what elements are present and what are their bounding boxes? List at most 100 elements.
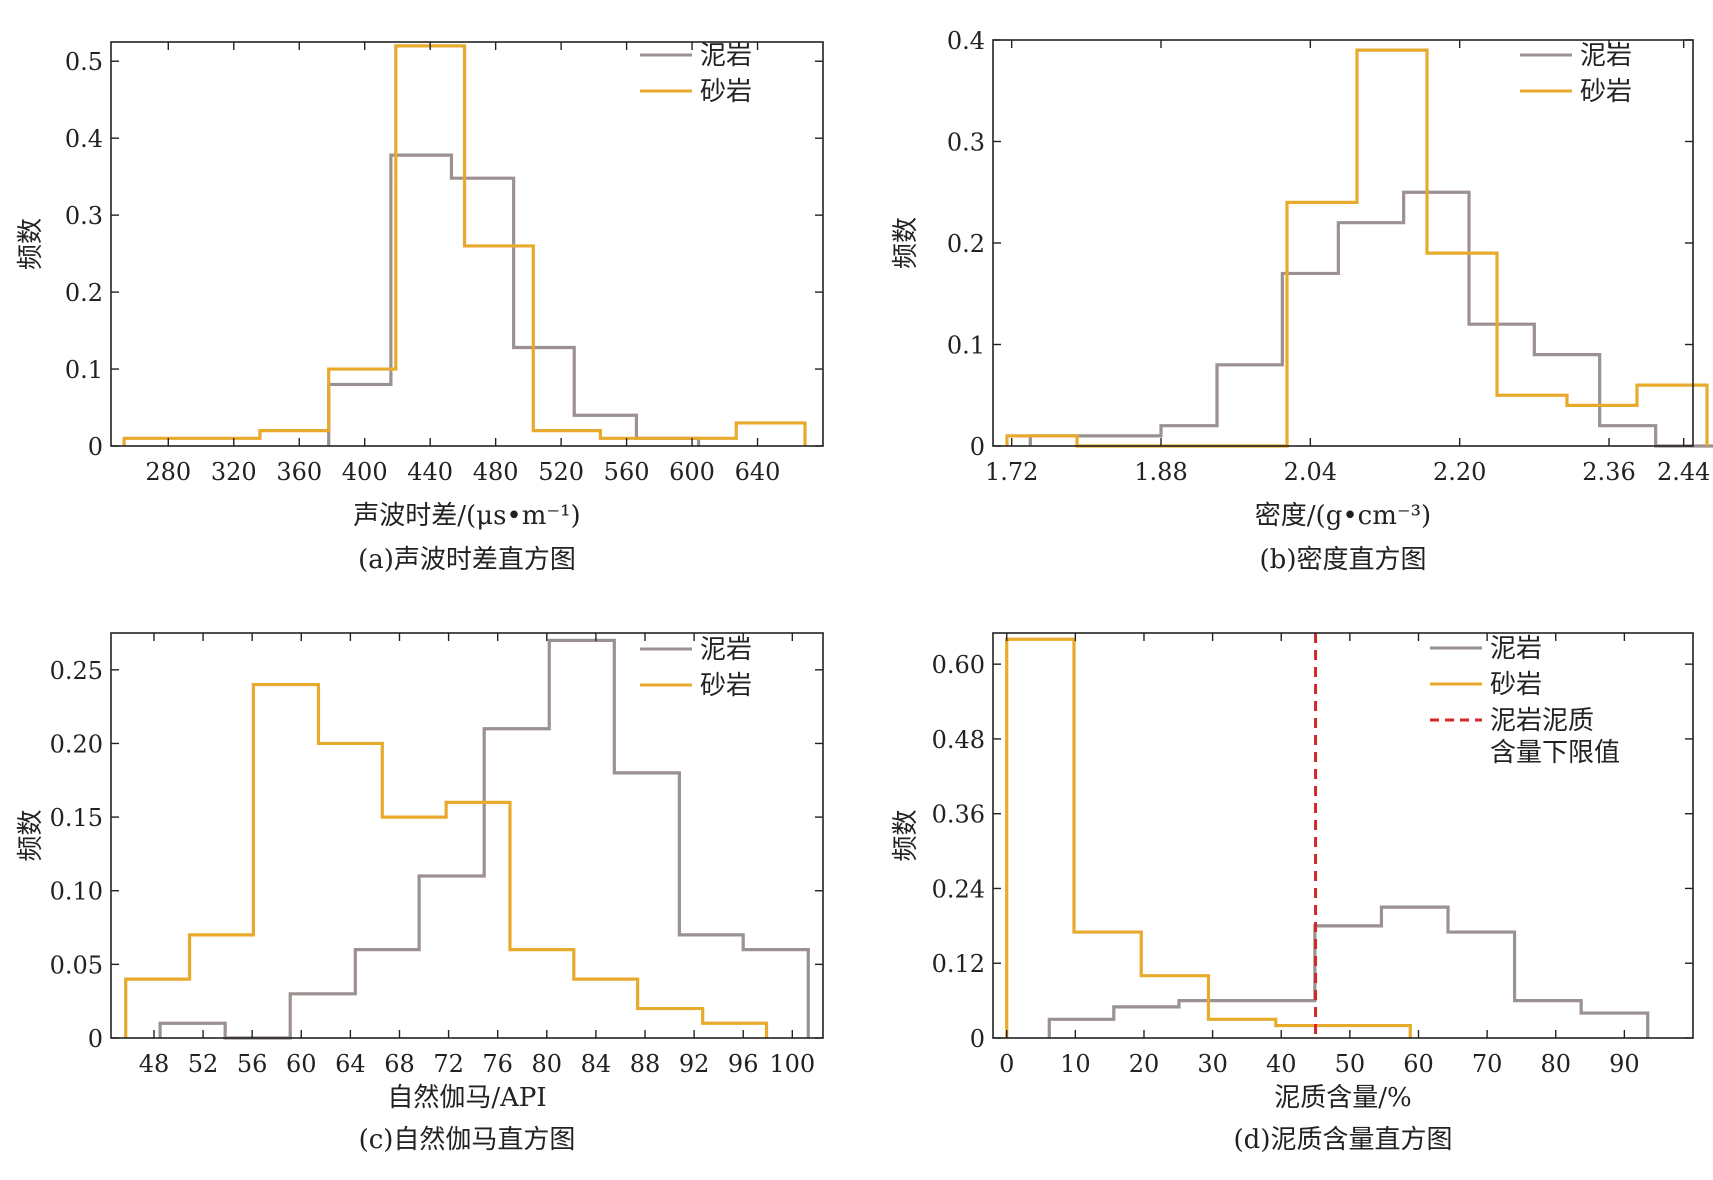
x-tick-label: 30 — [1197, 1050, 1228, 1078]
legend-label-sandstone: 砂岩 — [1490, 670, 1542, 700]
x-tick-label: 80 — [532, 1050, 563, 1078]
x-tick-label: 560 — [604, 458, 650, 486]
y-tick-label: 0.24 — [932, 875, 985, 903]
y-tick-label: 0 — [88, 1025, 103, 1053]
y-tick-label: 0.48 — [932, 726, 985, 754]
x-tick-label: 60 — [286, 1050, 317, 1078]
x-tick-label: 90 — [1609, 1050, 1640, 1078]
y-axis-label: 频数 — [891, 217, 921, 269]
x-tick-label: 320 — [211, 458, 257, 486]
x-tick-label: 76 — [482, 1050, 513, 1078]
y-tick-label: 0 — [970, 1025, 985, 1053]
x-tick-label: 64 — [335, 1050, 366, 1078]
x-tick-label: 100 — [769, 1050, 815, 1078]
chart-panel-a: 280 320 360 400 440 480 520 560 600 640 0 0.1 0.2 0.3… — [16, 41, 824, 575]
x-tick-label: 60 — [1403, 1050, 1434, 1078]
x-tick-label: 10 — [1060, 1050, 1091, 1078]
y-tick-label: 0.12 — [932, 950, 985, 978]
x-tick-label: 440 — [407, 458, 453, 486]
x-tick-label: 70 — [1472, 1050, 1503, 1078]
y-tick-label: 0 — [88, 433, 103, 461]
histogram-series-mudstone — [327, 153, 701, 446]
panel-caption: (b)密度直方图 — [1260, 545, 1427, 575]
plot-frame — [110, 41, 824, 447]
x-tick-label: 1.72 — [985, 458, 1038, 486]
x-tick-label: 2.20 — [1433, 458, 1486, 486]
legend-label-line: 含量下限值 — [1490, 738, 1620, 768]
x-tick-label: 2.44 — [1657, 458, 1710, 486]
x-tick-label: 92 — [679, 1050, 710, 1078]
x-axis-label: 自然伽马/API — [387, 1083, 546, 1113]
y-axis-label: 频数 — [16, 218, 46, 270]
x-tick-label: 48 — [139, 1050, 170, 1078]
y-tick-label: 0.5 — [65, 48, 103, 76]
y-tick-label: 0.1 — [947, 332, 985, 360]
y-axis-label: 频数 — [891, 809, 921, 861]
x-tick-label: 520 — [538, 458, 584, 486]
y-tick-label: 0.15 — [50, 804, 103, 832]
legend-label-mudstone: 泥岩 — [1490, 634, 1542, 664]
y-tick-label: 0.4 — [947, 27, 985, 55]
panel-caption: (c)自然伽马直方图 — [359, 1125, 576, 1155]
y-tick-label: 0.4 — [65, 125, 103, 153]
histogram-series-mudstone — [1047, 905, 1650, 1038]
chart-panel-b: 1.72 1.88 2.04 2.20 2.36 2.44 0 0.1 0.2 0.3 0.4 频数密… — [891, 27, 1713, 575]
y-tick-label: 0.3 — [947, 129, 985, 157]
x-tick-label: 280 — [145, 458, 191, 486]
y-tick-label: 0.10 — [50, 878, 103, 906]
x-tick-label: 88 — [630, 1050, 661, 1078]
panel-caption: (d)泥质含量直方图 — [1234, 1125, 1453, 1155]
x-tick-label: 360 — [276, 458, 322, 486]
legend-label-sandstone: 砂岩 — [1580, 77, 1632, 107]
x-tick-label: 56 — [237, 1050, 268, 1078]
legend-label-threshold: 泥岩泥质含量下限值 — [1490, 706, 1620, 768]
legend-label-sandstone: 砂岩 — [700, 671, 752, 701]
legend-label-sandstone: 砂岩 — [700, 77, 752, 107]
x-tick-label: 2.36 — [1582, 458, 1635, 486]
x-tick-label: 50 — [1335, 1050, 1366, 1078]
y-tick-label: 0.25 — [50, 657, 103, 685]
chart-panel-d: 0 10 20 30 40 50 60 70 80 90 0 0.12 0.24 0.36 0.48 0.60… — [891, 632, 1694, 1155]
histogram-series-mudstone — [1028, 190, 1713, 448]
y-tick-label: 0.36 — [932, 801, 985, 829]
x-tick-label: 0 — [999, 1050, 1014, 1078]
y-tick-label: 0.3 — [65, 202, 103, 230]
y-tick-label: 0 — [970, 433, 985, 461]
histogram-series-sandstone — [1005, 48, 1709, 448]
x-axis-label: 泥质含量/% — [1274, 1083, 1411, 1113]
plot-frame — [110, 632, 824, 1039]
x-tick-label: 96 — [728, 1050, 759, 1078]
x-tick-label: 40 — [1266, 1050, 1297, 1078]
x-tick-label: 84 — [581, 1050, 612, 1078]
x-axis-label: 密度/(g•cm⁻³) — [1255, 501, 1431, 531]
histogram-series-sandstone — [1005, 637, 1412, 1038]
x-tick-label: 600 — [669, 458, 715, 486]
y-tick-label: 0.2 — [947, 230, 985, 258]
legend-label-mudstone: 泥岩 — [700, 41, 752, 71]
y-tick-label: 0.05 — [50, 951, 103, 979]
y-tick-label: 0.2 — [65, 279, 103, 307]
x-tick-label: 480 — [473, 458, 519, 486]
legend-label-mudstone: 泥岩 — [1580, 41, 1632, 71]
plot-frame — [992, 632, 1694, 1039]
x-tick-label: 1.88 — [1134, 458, 1187, 486]
histogram-series-sandstone — [122, 44, 807, 446]
x-tick-label: 2.04 — [1284, 458, 1337, 486]
x-tick-label: 400 — [342, 458, 388, 486]
x-tick-label: 80 — [1540, 1050, 1571, 1078]
y-tick-label: 0.60 — [932, 651, 985, 679]
x-tick-label: 68 — [384, 1050, 415, 1078]
x-tick-label: 52 — [188, 1050, 219, 1078]
x-axis-label: 声波时差/(μs•m⁻¹) — [353, 501, 580, 531]
x-tick-label: 640 — [735, 458, 781, 486]
chart-panel-c: 48 52 56 60 64 68 72 76 80 84 88 92 96 100 0 0.05 0.10 0.… — [16, 632, 824, 1155]
legend-label-mudstone: 泥岩 — [700, 635, 752, 665]
y-tick-label: 0.1 — [65, 356, 103, 384]
legend-label-line: 泥岩泥质 — [1490, 706, 1594, 736]
histogram-series-sandstone — [124, 682, 769, 1038]
x-tick-label: 72 — [433, 1050, 464, 1078]
